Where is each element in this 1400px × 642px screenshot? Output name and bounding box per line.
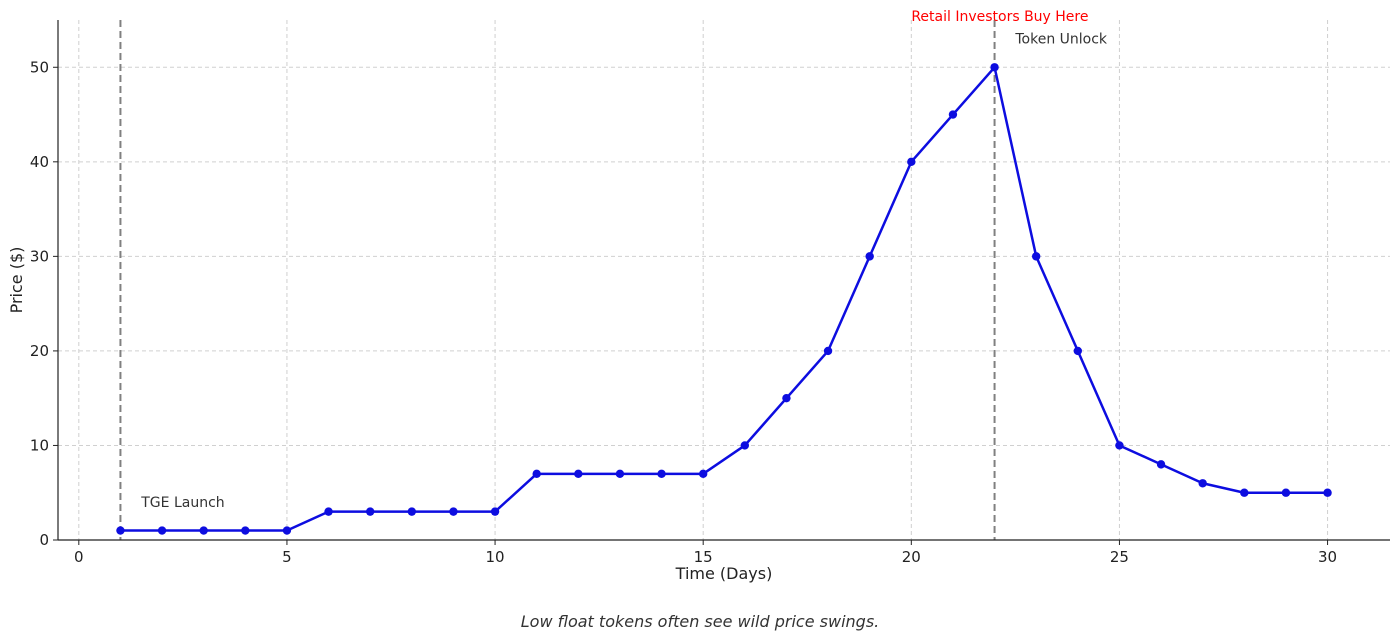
data-point: [449, 507, 458, 516]
data-point: [823, 346, 833, 356]
data-point: [1031, 252, 1041, 261]
data-point: [116, 526, 125, 535]
y-tick-label: 20: [30, 342, 49, 360]
reference-lines: [119, 20, 996, 540]
x-tick-label: 0: [74, 548, 84, 566]
x-tick-label: 20: [902, 548, 921, 566]
x-tick-label: 30: [1318, 548, 1337, 566]
price-chart: 0 5 10 15 20 25 30 0 10 20 30 40 50 TGE Launch Token …: [7, 9, 1390, 583]
data-point: [698, 469, 708, 479]
data-point: [1240, 488, 1249, 497]
data-point: [1073, 346, 1083, 356]
x-tick-label: 15: [694, 548, 713, 566]
series-layer: [116, 63, 1332, 535]
y-tick-label: 0: [39, 531, 49, 549]
data-point: [740, 441, 750, 450]
x-tick-label: 25: [1110, 548, 1129, 566]
axes: [53, 20, 1390, 545]
data-point: [532, 469, 541, 479]
data-point: [282, 526, 292, 535]
data-point: [365, 507, 375, 516]
y-tick-label: 10: [30, 436, 49, 454]
data-point: [1156, 460, 1166, 469]
data-point: [199, 526, 208, 535]
series-line: [120, 66, 1328, 532]
data-point: [241, 526, 250, 535]
data-point: [657, 469, 666, 479]
x-tick-label: 5: [282, 548, 292, 566]
data-point: [615, 469, 625, 479]
x-axis-label: Time (Days): [675, 564, 773, 583]
data-point: [1323, 488, 1332, 497]
annotation-text: Retail Investors Buy Here: [911, 9, 1088, 25]
data-point: [782, 393, 791, 403]
data-point: [990, 63, 999, 72]
data-point: [1198, 479, 1207, 488]
data-point: [490, 507, 500, 516]
data-point: [907, 157, 916, 167]
data-point: [157, 526, 167, 535]
reference-line-label: Token Unlock: [1014, 32, 1108, 48]
data-point: [574, 469, 583, 479]
y-axis-label: Price ($): [7, 247, 26, 314]
annotations-layer: TGE Launch Token Unlock Retail Investors B…: [140, 9, 1108, 511]
data-point: [1281, 488, 1291, 497]
y-tick-label: 40: [30, 153, 49, 171]
data-point: [324, 507, 333, 516]
data-point: [948, 110, 958, 119]
data-point: [407, 507, 417, 516]
data-point: [865, 252, 874, 261]
data-point: [1115, 441, 1124, 450]
reference-line-label: TGE Launch: [140, 495, 224, 511]
y-tick-label: 30: [30, 247, 49, 265]
tick-labels: 0 5 10 15 20 25 30 0 10 20 30 40 50: [30, 58, 1337, 566]
grid-lines: [58, 20, 1390, 541]
chart-caption: Low float tokens often see wild price sw…: [520, 612, 880, 631]
x-tick-label: 10: [486, 548, 505, 566]
y-tick-label: 50: [30, 58, 49, 76]
